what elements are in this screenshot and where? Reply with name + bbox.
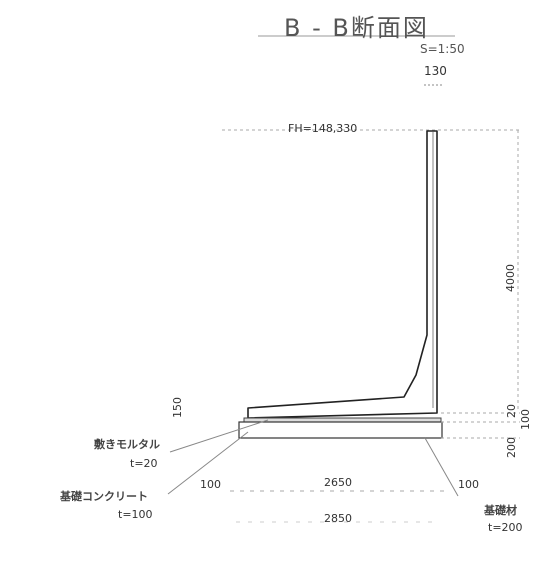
mortar-layer [243, 417, 442, 423]
label-base-thickness: t=200 [488, 521, 523, 534]
dim-wall-height: 4000 [504, 264, 517, 292]
label-mortar: 敷きモルタル [94, 438, 160, 451]
leader-concrete [167, 431, 249, 495]
drawing-scale: S=1:50 [420, 42, 465, 56]
dim-100-right: 100 [519, 409, 532, 430]
label-mortar-thickness: t=20 [130, 457, 158, 470]
label-base: 基礎材 [484, 504, 517, 517]
leader-base [424, 437, 459, 497]
drawing-title: B - B断面図 [284, 14, 429, 42]
dim-20: 20 [505, 404, 518, 418]
dim-total-width: 2850 [324, 512, 352, 525]
label-concrete: 基礎コンクリート [60, 490, 148, 503]
leader-mortar [169, 419, 269, 453]
dim-100-right-bottom: 100 [458, 478, 479, 491]
dim-100-left: 100 [200, 478, 221, 491]
retaining-wall-outline [247, 130, 438, 419]
dim-wall-thickness: 130 [424, 64, 447, 78]
dim-200-right: 200 [505, 437, 518, 458]
label-concrete-thickness: t=100 [118, 508, 153, 521]
fh-label: FH=148,330 [288, 122, 358, 135]
foundation-concrete [238, 421, 443, 439]
dim-inner-width: 2650 [324, 476, 352, 489]
dim-haunch: 150 [171, 397, 184, 418]
